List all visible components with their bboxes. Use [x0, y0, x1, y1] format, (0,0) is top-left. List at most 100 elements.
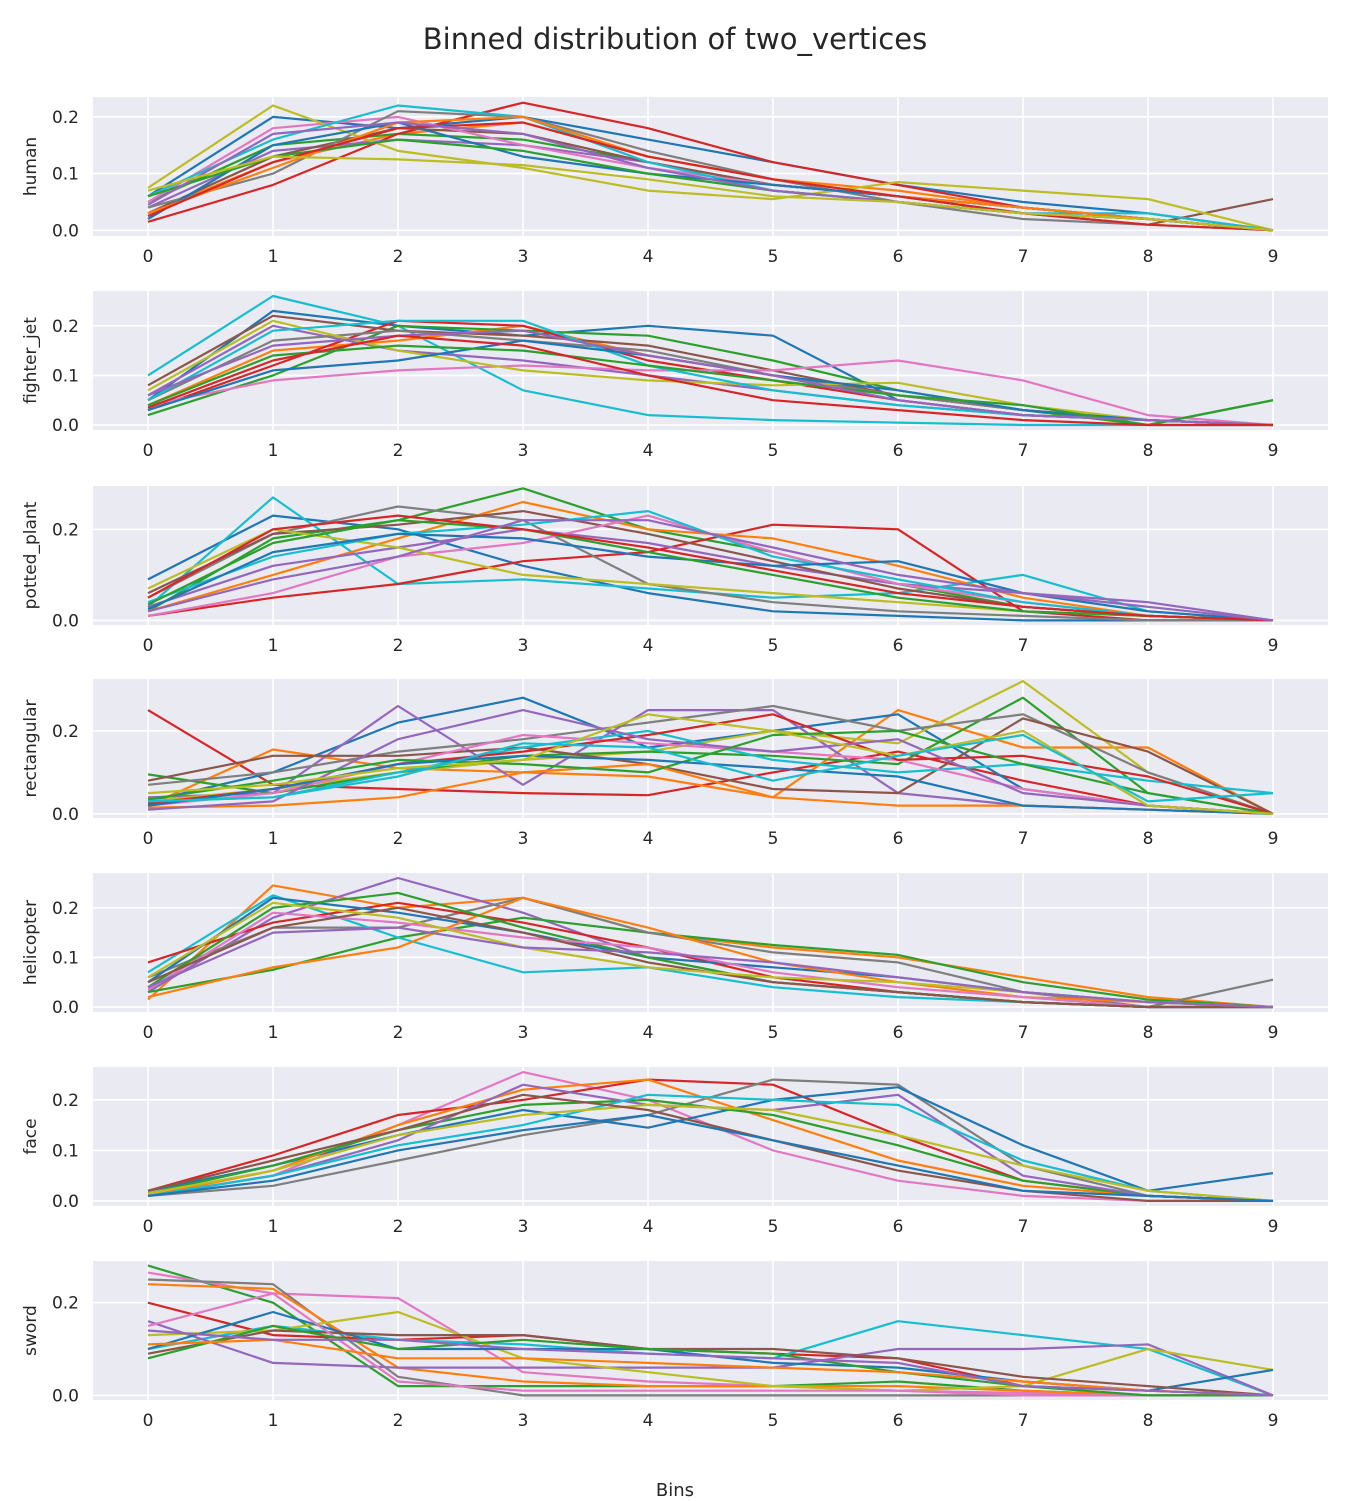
- x-axis-label: Bins: [655, 1480, 695, 1501]
- subplot-human: 0 1 2 3 4 5 6 7 8 9 0.0 0.1 0.2 human: [21, 97, 1328, 267]
- x-tick-label: 0: [143, 1411, 154, 1431]
- plot-area: [93, 1067, 1328, 1206]
- y-tick-label: 0.0: [52, 1192, 79, 1212]
- x-tick-label: 2: [393, 441, 404, 461]
- series-line: [147, 1103, 1274, 1202]
- series-line: [147, 523, 1273, 622]
- x-tick-label: 6: [893, 441, 904, 461]
- series-line: [147, 733, 1274, 815]
- x-tick-label: 2: [393, 1217, 404, 1237]
- y-tick-label: 0.1: [52, 1141, 79, 1161]
- x-tick-label: 7: [1018, 1023, 1029, 1043]
- x-tick-label: 6: [893, 1217, 904, 1237]
- x-tick-label: 6: [893, 247, 904, 267]
- x-tick-label: 7: [1018, 1411, 1029, 1431]
- x-tick-label: 6: [893, 829, 904, 849]
- x-tick-label: 0: [143, 247, 154, 267]
- x-tick-label: 7: [1018, 1217, 1029, 1237]
- x-tick-label: 3: [518, 1023, 529, 1043]
- x-tick-label: 1: [268, 1411, 279, 1431]
- x-tick-label: 0: [143, 1217, 154, 1237]
- x-tick-label: 6: [893, 1023, 904, 1043]
- x-tick-label: 4: [643, 636, 654, 656]
- series-line: [147, 1338, 1274, 1397]
- x-tick-label: 7: [1018, 636, 1029, 656]
- x-tick-label: 1: [268, 441, 279, 461]
- series-line: [147, 344, 1274, 427]
- series-line: [147, 329, 1274, 427]
- y-axis-label: potted_plant: [21, 501, 41, 609]
- x-tick-label: 3: [518, 1411, 529, 1431]
- series-line: [147, 1113, 1274, 1202]
- x-tick-label: 8: [1143, 829, 1154, 849]
- x-tick-label: 0: [143, 441, 154, 461]
- x-tick-label: 2: [393, 1411, 404, 1431]
- x-tick-label: 9: [1268, 247, 1279, 267]
- x-tick-label: 8: [1143, 1411, 1154, 1431]
- y-axis-label: rectangular: [21, 700, 41, 798]
- y-axis-label: sword: [21, 1305, 41, 1356]
- x-tick-label: 1: [268, 1023, 279, 1043]
- series-line: [147, 704, 1274, 815]
- x-tick-label: 9: [1268, 1217, 1279, 1237]
- subplot-face: 0 1 2 3 4 5 6 7 8 9 0.0 0.1 0.2 face: [21, 1067, 1328, 1237]
- x-tick-label: 4: [643, 829, 654, 849]
- series-line: [147, 519, 1274, 622]
- subplot-sword: 0 1 2 3 4 5 6 7 8 9 0.0 0.2 sword: [21, 1261, 1328, 1431]
- x-tick-label: 5: [768, 1217, 779, 1237]
- subplot-rectangular: 0 1 2 3 4 5 6 7 8 9 0.0 0.2 rectangular: [21, 679, 1328, 849]
- y-axis-label: fighter_jet: [21, 317, 41, 404]
- y-tick-label: 0.1: [52, 165, 79, 185]
- subplot-fighter_jet: 0 1 2 3 4 5 6 7 8 9 0.0 0.1 0.2 fighter_jet: [21, 291, 1328, 461]
- x-tick-label: 4: [643, 441, 654, 461]
- series-line: [147, 884, 1274, 1009]
- x-tick-label: 5: [768, 1023, 779, 1043]
- series-line: [147, 519, 1274, 622]
- y-tick-label: 0.0: [52, 416, 79, 436]
- x-tick-label: 3: [518, 247, 529, 267]
- x-tick-label: 6: [893, 636, 904, 656]
- x-tick-label: 0: [143, 1023, 154, 1043]
- x-tick-label: 5: [768, 1411, 779, 1431]
- x-tick-label: 4: [643, 247, 654, 267]
- series-line: [147, 708, 1274, 815]
- series-line: [147, 1093, 1273, 1203]
- y-tick-label: 0.0: [52, 221, 79, 241]
- x-tick-label: 9: [1268, 1023, 1279, 1043]
- y-tick-label: 0.1: [52, 366, 79, 386]
- series-line: [147, 1271, 1273, 1397]
- x-tick-label: 4: [643, 1023, 654, 1043]
- x-tick-label: 9: [1268, 1411, 1279, 1431]
- series-line: [147, 294, 1273, 427]
- x-tick-label: 2: [393, 829, 404, 849]
- x-tick-label: 8: [1143, 247, 1154, 267]
- series-line: [147, 1329, 1274, 1397]
- x-tick-label: 1: [268, 1217, 279, 1237]
- y-tick-label: 0.2: [52, 899, 79, 919]
- series-line: [147, 505, 1273, 622]
- x-tick-label: 5: [768, 829, 779, 849]
- x-tick-label: 4: [643, 1411, 654, 1431]
- series-line: [147, 896, 1274, 1009]
- y-axis-label: helicopter: [21, 900, 41, 985]
- x-tick-label: 3: [518, 441, 529, 461]
- series-line: [147, 1283, 1273, 1397]
- y-tick-label: 0.0: [52, 611, 79, 631]
- x-tick-label: 5: [768, 636, 779, 656]
- y-tick-label: 0.0: [52, 1386, 79, 1406]
- x-tick-label: 8: [1143, 441, 1154, 461]
- series-line: [147, 319, 1274, 427]
- x-tick-label: 8: [1143, 1023, 1154, 1043]
- x-tick-label: 5: [768, 247, 779, 267]
- series-line: [147, 729, 1274, 815]
- x-tick-label: 3: [518, 636, 529, 656]
- x-tick-label: 2: [393, 636, 404, 656]
- x-tick-label: 1: [268, 829, 279, 849]
- y-axis-label: human: [21, 137, 41, 196]
- x-tick-label: 9: [1268, 829, 1279, 849]
- x-tick-label: 3: [518, 1217, 529, 1237]
- x-tick-label: 1: [268, 636, 279, 656]
- series-line: [147, 121, 1274, 232]
- x-tick-label: 5: [768, 441, 779, 461]
